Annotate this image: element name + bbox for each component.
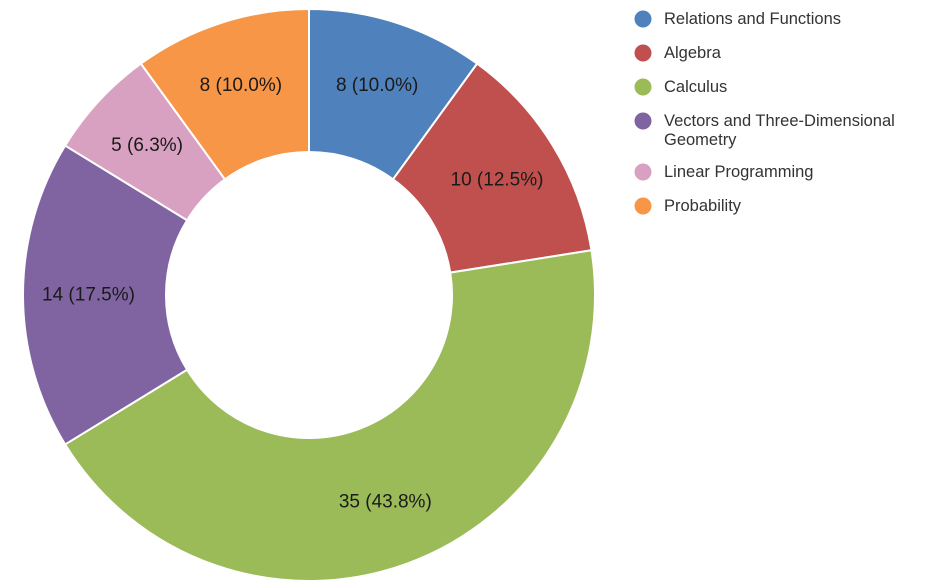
legend-marker bbox=[634, 78, 652, 96]
legend-label: Relations and Functions bbox=[664, 10, 841, 28]
data-label-3: 14 (17.5%) bbox=[42, 285, 135, 306]
legend-label: Probability bbox=[664, 197, 742, 215]
legend-marker bbox=[634, 163, 652, 181]
chart-data-labels: 8 (10.0%) 10 (12.5%) 35 (43.8%) 14 (17.5%) 5… bbox=[42, 75, 543, 513]
legend-item-5[interactable]: Probability bbox=[634, 197, 742, 215]
legend-label: Calculus bbox=[664, 78, 727, 96]
legend-label: Linear Programming bbox=[664, 163, 813, 181]
chart-slices bbox=[22, 7, 596, 582]
chart-legend: Relations and Functions Algebra Calculus Ve… bbox=[634, 10, 895, 215]
legend-marker bbox=[634, 10, 652, 28]
legend-item-1[interactable]: Algebra bbox=[634, 44, 722, 62]
legend-label: Algebra bbox=[664, 44, 722, 62]
legend-item-4[interactable]: Linear Programming bbox=[634, 163, 814, 181]
slice-probability[interactable] bbox=[139, 7, 310, 181]
data-label-4: 5 (6.3%) bbox=[111, 135, 183, 156]
data-label-1: 10 (12.5%) bbox=[451, 169, 544, 190]
legend-marker bbox=[634, 197, 652, 215]
data-label-2: 35 (43.8%) bbox=[339, 491, 432, 512]
slice-calculus[interactable] bbox=[63, 249, 596, 582]
data-label-0: 8 (10.0%) bbox=[336, 75, 418, 96]
legend-marker bbox=[634, 44, 652, 62]
slice-vectors-and-three-dimensional-geometry[interactable] bbox=[22, 144, 189, 446]
legend-label: Vectors and Three-Dimensional bbox=[664, 112, 895, 130]
legend-marker bbox=[634, 112, 652, 130]
legend-item-0[interactable]: Relations and Functions bbox=[634, 10, 842, 28]
legend-item-2[interactable]: Calculus bbox=[634, 78, 728, 96]
legend-label: Geometry bbox=[664, 131, 737, 149]
data-label-5: 8 (10.0%) bbox=[200, 75, 282, 96]
